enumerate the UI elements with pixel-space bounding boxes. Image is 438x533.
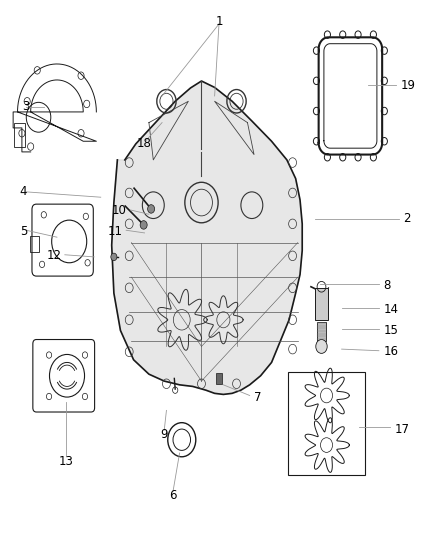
Text: 11: 11 xyxy=(108,225,123,238)
Text: 9: 9 xyxy=(160,428,168,441)
Circle shape xyxy=(371,154,376,161)
Text: 19: 19 xyxy=(401,79,416,92)
Text: 12: 12 xyxy=(46,249,61,262)
Circle shape xyxy=(314,107,320,115)
Circle shape xyxy=(340,31,346,38)
Text: 5: 5 xyxy=(20,225,27,238)
Text: 3: 3 xyxy=(22,100,29,113)
Circle shape xyxy=(314,77,320,85)
Circle shape xyxy=(371,31,376,38)
Circle shape xyxy=(314,47,320,54)
Circle shape xyxy=(381,107,388,115)
Circle shape xyxy=(355,154,361,161)
Circle shape xyxy=(314,138,320,145)
Circle shape xyxy=(381,138,388,145)
Text: 18: 18 xyxy=(137,138,152,150)
Polygon shape xyxy=(112,81,302,394)
Text: 15: 15 xyxy=(383,324,398,337)
Text: 10: 10 xyxy=(112,204,127,217)
Circle shape xyxy=(340,154,346,161)
Bar xyxy=(14,123,25,147)
Text: 17: 17 xyxy=(394,423,409,435)
Text: 7: 7 xyxy=(254,391,261,403)
Text: 2: 2 xyxy=(403,212,410,225)
Bar xyxy=(288,372,365,475)
Bar xyxy=(30,236,39,252)
Circle shape xyxy=(355,31,361,38)
Bar xyxy=(317,322,326,341)
Circle shape xyxy=(111,253,117,261)
Text: 8: 8 xyxy=(383,279,391,292)
Circle shape xyxy=(140,221,147,229)
Circle shape xyxy=(324,154,330,161)
Text: 13: 13 xyxy=(58,455,73,467)
Text: 4: 4 xyxy=(20,185,27,198)
Circle shape xyxy=(324,31,330,38)
Text: 6: 6 xyxy=(169,489,177,502)
Circle shape xyxy=(316,340,327,353)
Circle shape xyxy=(168,423,196,457)
Text: 16: 16 xyxy=(383,345,398,358)
Circle shape xyxy=(381,77,388,85)
Text: 14: 14 xyxy=(383,303,398,316)
Bar xyxy=(315,288,328,320)
Circle shape xyxy=(381,47,388,54)
Text: 1: 1 xyxy=(215,15,223,28)
Bar xyxy=(216,373,222,384)
Circle shape xyxy=(148,205,155,213)
